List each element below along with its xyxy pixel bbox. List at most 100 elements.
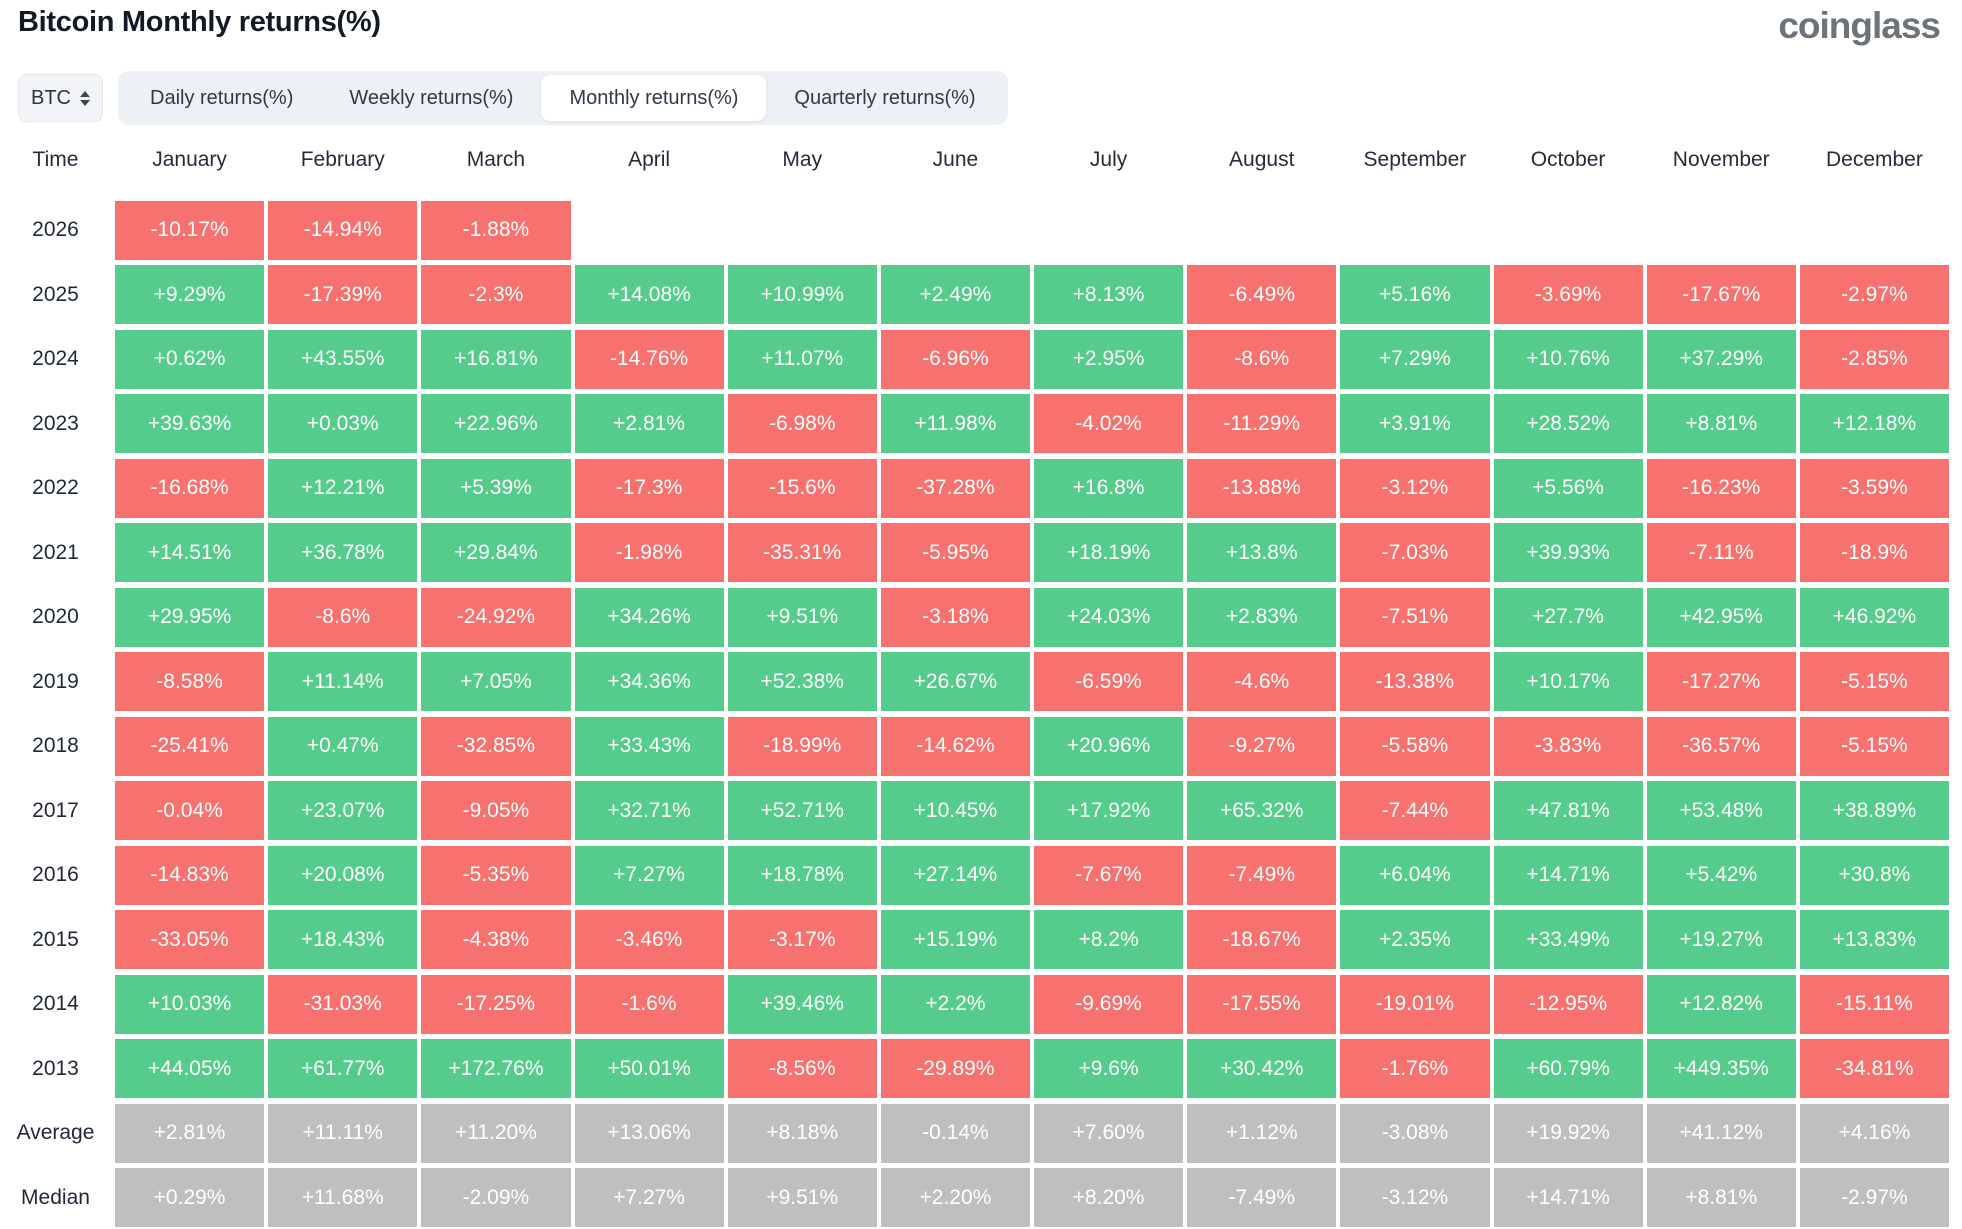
- return-cell: +8.81%: [1646, 1168, 1796, 1227]
- return-cell: +18.78%: [727, 845, 877, 905]
- return-cell: -11.29%: [1187, 394, 1337, 453]
- return-cell: -14.94%: [268, 200, 418, 260]
- return-cell: -24.92%: [421, 587, 571, 647]
- return-cell: +61.77%: [268, 1039, 418, 1098]
- return-cell: +39.63%: [115, 394, 265, 453]
- return-cell: -8.6%: [1187, 329, 1337, 389]
- return-cell: +28.52%: [1493, 394, 1643, 453]
- row-label: 2023: [32, 411, 79, 435]
- empty-cell: [1494, 201, 1643, 260]
- column-header: July: [1089, 148, 1128, 171]
- return-cell: +7.27%: [574, 845, 724, 905]
- return-cell: +10.03%: [115, 974, 265, 1034]
- row-label: 2013: [32, 1056, 79, 1080]
- return-cell: +2.49%: [880, 265, 1030, 324]
- return-cell: -18.67%: [1187, 910, 1337, 969]
- return-cell: +5.16%: [1340, 265, 1490, 324]
- column-header: November: [1672, 148, 1770, 171]
- return-cell: -6.49%: [1187, 265, 1337, 324]
- row-label: 2019: [32, 669, 79, 693]
- return-cell: +8.20%: [1034, 1168, 1184, 1227]
- return-cell: -7.49%: [1187, 1168, 1337, 1227]
- return-cell: +1.12%: [1187, 1103, 1337, 1163]
- empty-cell: [1187, 201, 1336, 260]
- return-cell: +8.13%: [1034, 265, 1184, 324]
- return-cell: +0.29%: [115, 1168, 265, 1227]
- return-cell: -3.18%: [880, 587, 1030, 647]
- return-cell: -10.17%: [115, 200, 265, 260]
- page-title: Bitcoin Monthly returns(%): [18, 6, 381, 38]
- symbol-select[interactable]: BTC: [18, 74, 103, 122]
- return-cell: -17.25%: [421, 974, 571, 1034]
- return-cell: +33.49%: [1493, 910, 1643, 969]
- row-label: 2014: [32, 992, 79, 1015]
- return-cell: -8.6%: [268, 587, 418, 647]
- return-cell: -9.27%: [1187, 716, 1337, 776]
- tab-monthly-returns[interactable]: Monthly returns(%): [541, 75, 767, 121]
- return-cell: +52.71%: [727, 781, 877, 840]
- return-cell: +4.16%: [1799, 1103, 1949, 1163]
- row-label: 2016: [32, 863, 79, 886]
- return-cell: +449.35%: [1646, 1039, 1796, 1098]
- return-cell: +11.14%: [268, 652, 418, 711]
- tab-quarterly-returns[interactable]: Quarterly returns(%): [794, 86, 976, 109]
- symbol-select-value: BTC: [31, 86, 71, 109]
- return-cell: +65.32%: [1187, 781, 1337, 840]
- return-cell: -17.3%: [574, 458, 724, 518]
- return-cell: -4.38%: [421, 910, 571, 969]
- tab-daily-returns[interactable]: Daily returns(%): [150, 86, 294, 109]
- tab-weekly-returns[interactable]: Weekly returns(%): [349, 86, 514, 109]
- return-cell: -29.89%: [880, 1039, 1030, 1098]
- return-cell: +11.98%: [880, 394, 1030, 453]
- return-cell: +7.29%: [1340, 329, 1490, 389]
- return-cell: +34.26%: [574, 587, 724, 647]
- empty-cell: [1647, 201, 1796, 260]
- return-cell: +38.89%: [1799, 781, 1949, 840]
- return-cell: +39.46%: [727, 974, 877, 1034]
- return-cell: -1.98%: [574, 523, 724, 582]
- return-cell: +10.99%: [727, 265, 877, 324]
- return-cell: +5.56%: [1493, 458, 1643, 518]
- return-cell: +39.93%: [1493, 523, 1643, 582]
- return-cell: +52.38%: [727, 652, 877, 711]
- return-cell: -15.11%: [1799, 974, 1949, 1034]
- return-cell: +16.81%: [421, 329, 571, 389]
- return-cell: +14.51%: [115, 523, 265, 582]
- return-cell: +18.19%: [1034, 523, 1184, 582]
- return-cell: -18.9%: [1799, 523, 1949, 582]
- column-header: February: [300, 148, 385, 171]
- return-cell: -2.09%: [421, 1168, 571, 1227]
- return-cell: +2.81%: [115, 1103, 265, 1163]
- return-cell: +13.8%: [1187, 523, 1337, 582]
- returns-tab-bar: Daily returns(%) Weekly returns(%) Month…: [118, 71, 1008, 125]
- return-cell: -12.95%: [1493, 974, 1643, 1034]
- return-cell: -34.81%: [1799, 1039, 1949, 1098]
- row-label: 2020: [32, 605, 79, 628]
- return-cell: -14.83%: [115, 845, 265, 905]
- return-cell: +2.35%: [1340, 910, 1490, 969]
- return-cell: -7.11%: [1646, 523, 1796, 582]
- return-cell: -15.6%: [727, 458, 877, 518]
- return-cell: -5.58%: [1340, 716, 1490, 776]
- return-cell: +10.45%: [880, 781, 1030, 840]
- return-cell: +37.29%: [1646, 329, 1796, 389]
- return-cell: -3.46%: [574, 910, 724, 969]
- row-label: 2017: [32, 798, 79, 822]
- return-cell: -17.55%: [1187, 974, 1337, 1034]
- return-cell: +2.20%: [880, 1168, 1030, 1227]
- return-cell: +0.47%: [268, 716, 418, 776]
- column-header: April: [628, 148, 671, 171]
- return-cell: -2.3%: [421, 265, 571, 324]
- return-cell: -1.6%: [574, 974, 724, 1034]
- return-cell: +26.67%: [880, 652, 1030, 711]
- column-header-time: Time: [32, 148, 79, 171]
- return-cell: +30.42%: [1187, 1039, 1337, 1098]
- return-cell: +33.43%: [574, 716, 724, 776]
- return-cell: +9.6%: [1034, 1039, 1184, 1098]
- row-label: Median: [21, 1185, 90, 1209]
- return-cell: +27.7%: [1493, 587, 1643, 647]
- return-cell: +17.92%: [1034, 781, 1184, 840]
- return-cell: +14.71%: [1493, 845, 1643, 905]
- row-label: 2018: [32, 734, 79, 757]
- return-cell: +7.05%: [421, 652, 571, 711]
